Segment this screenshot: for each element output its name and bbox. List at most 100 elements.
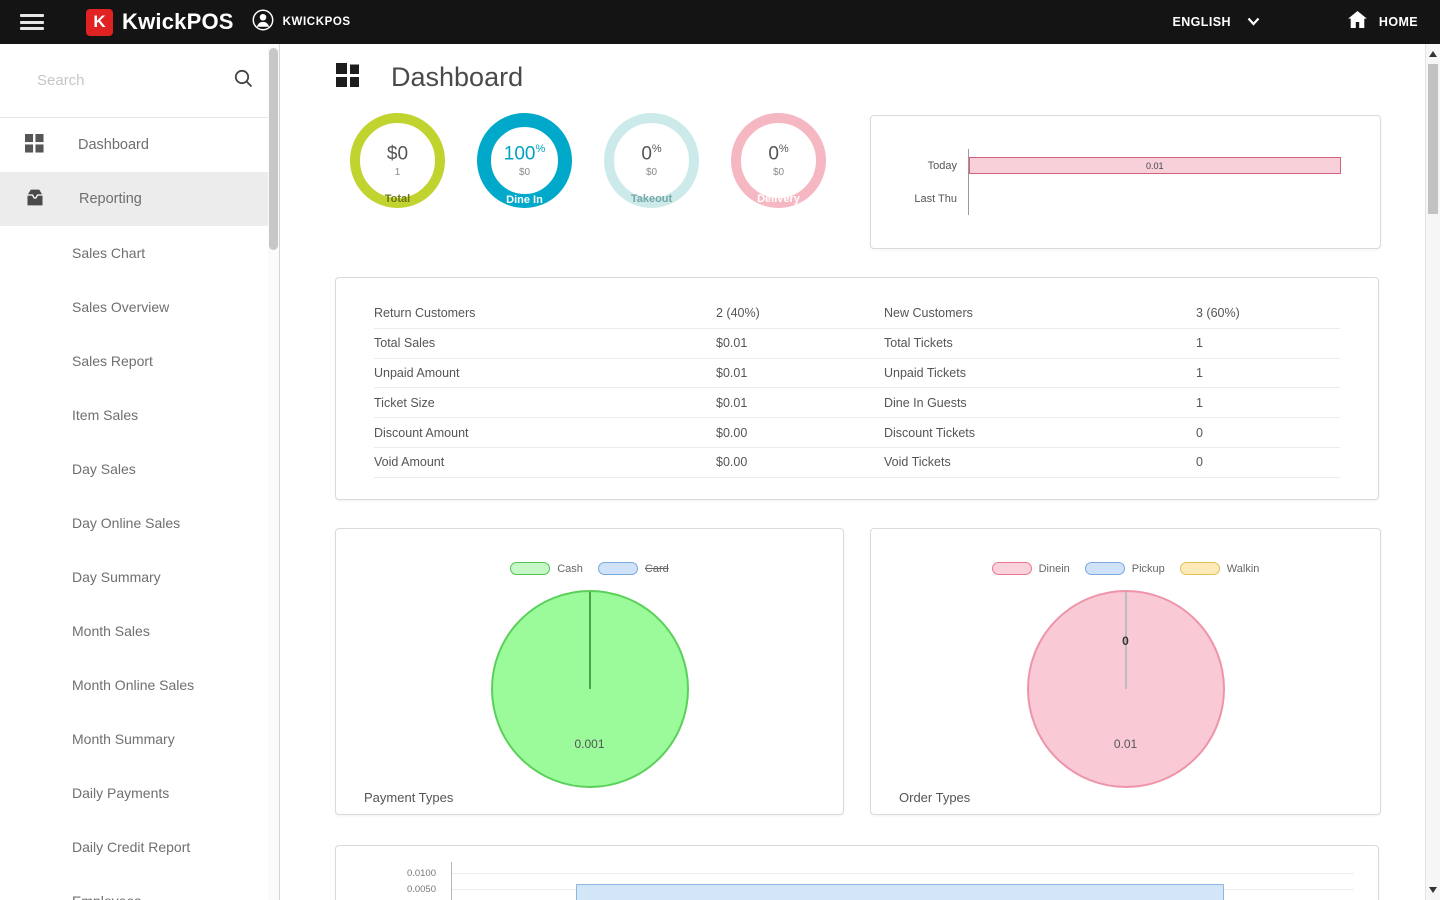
stat-label: Return Customers — [374, 306, 476, 321]
order-types-card: Dinein Pickup Walkin 0 0.01 Order Types — [870, 528, 1381, 815]
stat-label: Total Sales — [374, 336, 436, 351]
legend-swatch — [1084, 562, 1125, 575]
stats-row: Void Amount $0.00 Void Tickets 0 — [374, 448, 1340, 478]
hamburger-menu-icon[interactable] — [20, 14, 44, 30]
stat-value: $0.00 — [716, 425, 748, 440]
ring-subvalue: $0 — [518, 167, 531, 179]
stat-label: Void Tickets — [884, 455, 951, 470]
scroll-up-arrow[interactable] — [1426, 46, 1440, 62]
legend-item-walkin[interactable]: Walkin — [1179, 562, 1260, 575]
stat-ring-delivery: 0% $0 Delivery — [731, 113, 826, 208]
stat-value: 1 — [1196, 336, 1203, 351]
stat-value: 2 (40%) — [716, 306, 760, 321]
ring-value: 100% — [503, 142, 546, 165]
sidebar-scrollbar[interactable] — [268, 44, 279, 900]
chevron-down-icon — [1247, 13, 1260, 31]
ring-label: Takeout — [630, 193, 673, 205]
account-menu[interactable]: KWICKPOS — [252, 9, 351, 36]
order-pie-chart: 0 0.01 — [1026, 590, 1225, 788]
ring-label: Delivery — [757, 193, 800, 205]
stat-label: Void Amount — [374, 455, 445, 470]
stat-label: Unpaid Amount — [374, 365, 460, 380]
sidebar-item-sales-report[interactable]: Sales Report — [72, 353, 153, 369]
language-label: ENGLISH — [1172, 15, 1231, 29]
stat-value: $0.01 — [716, 365, 748, 380]
stat-label: Discount Amount — [374, 425, 469, 440]
sidebar-item-daily-payments[interactable]: Daily Payments — [72, 785, 170, 801]
main-scrollbar-thumb[interactable] — [1428, 64, 1438, 214]
search-icon[interactable] — [234, 69, 253, 93]
bar-segment — [576, 884, 1224, 900]
sidebar-item-reporting[interactable]: Reporting — [0, 172, 279, 226]
pie-radius-line — [588, 592, 591, 689]
home-icon — [1348, 11, 1367, 33]
stat-label: Ticket Size — [374, 395, 435, 410]
sidebar-item-sales-overview[interactable]: Sales Overview — [72, 299, 170, 315]
legend-swatch — [510, 562, 551, 575]
sidebar-item-daily-credit-report[interactable]: Daily Credit Report — [72, 839, 191, 855]
ring-subvalue: 1 — [394, 167, 401, 179]
stats-row: Total Sales $0.01 Total Tickets 1 — [374, 329, 1340, 359]
sidebar-item-day-online-sales[interactable]: Day Online Sales — [72, 515, 181, 531]
y-axis-tick: 0.0050 — [406, 884, 436, 895]
sidebar-item-month-sales[interactable]: Month Sales — [72, 623, 150, 639]
legend-swatch — [597, 562, 638, 575]
card-title: Order Types — [899, 790, 971, 805]
scroll-down-arrow[interactable] — [1426, 882, 1440, 898]
stat-ring-takeout: 0% $0 Takeout — [604, 113, 699, 208]
legend-label: Walkin — [1226, 562, 1260, 575]
stat-value: $0.01 — [716, 336, 748, 351]
legend-item-pickup[interactable]: Pickup — [1084, 562, 1165, 575]
gridline — [452, 873, 1354, 874]
main-scrollbar[interactable] — [1425, 44, 1440, 900]
user-icon — [252, 9, 274, 36]
sidebar-item-employees[interactable]: Employees — [0, 874, 279, 900]
payment-pie-chart: 0.001 — [490, 590, 689, 788]
stats-row: Ticket Size $0.01 Dine In Guests 1 — [374, 388, 1340, 419]
bar-row-label: Last Thu — [914, 192, 957, 205]
stat-rings: $0 1 Total 100% $0 Dine In 0% $0 Takeout… — [350, 113, 826, 208]
sidebar-item-day-sales[interactable]: Day Sales — [72, 461, 136, 477]
home-label: HOME — [1378, 15, 1418, 29]
ring-value: $0 — [386, 143, 409, 165]
sidebar-item-sales-chart[interactable]: Sales Chart — [72, 245, 146, 261]
language-selector[interactable]: ENGLISH — [1173, 13, 1260, 31]
sidebar-item-item-sales[interactable]: Item Sales — [72, 407, 139, 423]
sidebar-item-day-summary[interactable]: Day Summary — [72, 569, 161, 585]
sidebar-item-label: Reporting — [79, 191, 142, 207]
brand-logo-icon: K — [86, 8, 113, 36]
page-title: Dashboard — [391, 62, 524, 92]
page-header: Dashboard — [335, 62, 523, 93]
sidebar-search — [0, 44, 279, 118]
bar-value: 0.01 — [1145, 160, 1164, 171]
ring-subvalue: $0 — [772, 167, 785, 179]
legend-swatch — [991, 562, 1032, 575]
ring-label: Dine In — [506, 194, 543, 206]
stat-value: 1 — [1196, 365, 1203, 380]
legend-item-card[interactable]: Card — [597, 562, 669, 575]
stats-row: Unpaid Amount $0.01 Unpaid Tickets 1 — [374, 359, 1340, 389]
chart-legend: Dinein Pickup Walkin — [871, 562, 1380, 575]
legend-label: Card — [644, 562, 669, 575]
stat-value: 0 — [1196, 455, 1203, 470]
sidebar-item-month-online-sales[interactable]: Month Online Sales — [72, 677, 195, 693]
bar-zone — [968, 182, 1352, 215]
legend-item-dinein[interactable]: Dinein — [991, 562, 1070, 575]
sidebar-item-label: Dashboard — [78, 137, 149, 153]
sidebar-item-month-summary[interactable]: Month Summary — [72, 731, 175, 747]
home-button[interactable]: HOME — [1348, 11, 1418, 33]
bottom-bar-chart-card: 0.0100 0.0050 0.0000 — [335, 845, 1379, 900]
daily-comparison-panel: Today 0.01 Last Thu — [870, 115, 1381, 249]
ring-subvalue: $0 — [645, 167, 658, 179]
sidebar-item-dashboard[interactable]: Dashboard — [0, 118, 279, 172]
y-axis-tick: 0.0100 — [406, 868, 436, 879]
legend-label: Dinein — [1038, 562, 1070, 575]
stat-label: Discount Tickets — [884, 425, 976, 440]
bar-row-label: Today — [927, 159, 957, 172]
pie-value-label: 0.001 — [574, 737, 605, 751]
ring-value: 0% — [641, 142, 662, 165]
sidebar-scrollbar-thumb[interactable] — [269, 48, 278, 250]
search-input[interactable] — [37, 72, 222, 89]
stat-value: $0.00 — [716, 455, 748, 470]
legend-item-cash[interactable]: Cash — [510, 562, 583, 575]
